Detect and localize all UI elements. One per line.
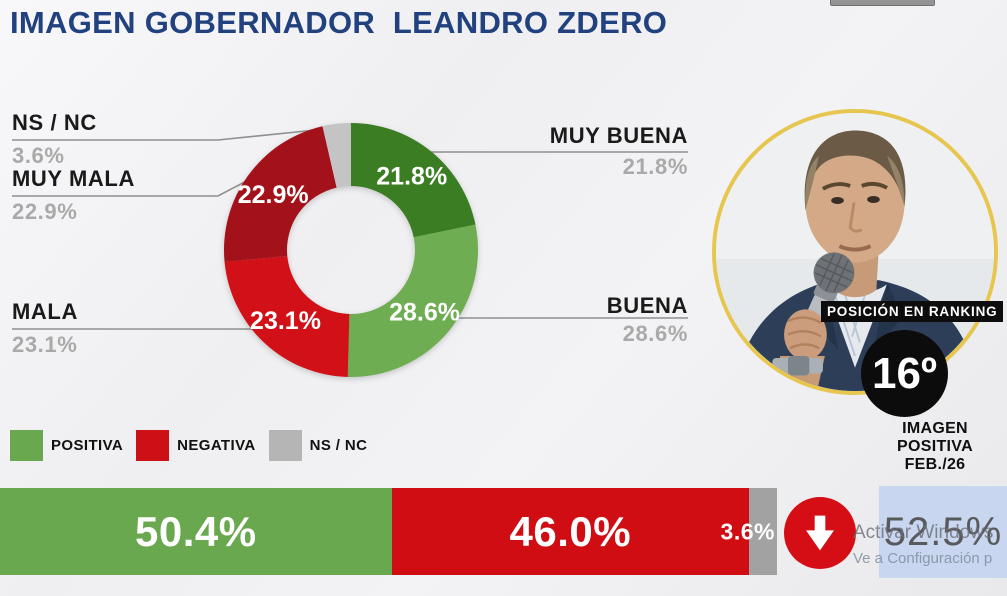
- callout-buena-value: 28.6%: [622, 321, 688, 346]
- callout-muy-buena-label: MUY BUENA: [549, 123, 688, 148]
- legend-label: POSITIVA: [51, 437, 124, 454]
- legend-swatch: [136, 430, 170, 461]
- bar-segment-ns-nc: 3.6%: [721, 488, 777, 575]
- summary-stacked-bar: 50.4% 46.0% 3.6%: [0, 488, 777, 575]
- callout-muy-buena-value: 21.8%: [622, 154, 688, 179]
- callout-ns-nc-label: NS / NC: [12, 110, 97, 135]
- donut-segments: 21.8% 28.6% 23.1% 22.9%: [224, 123, 478, 378]
- donut-segment-mala: [224, 256, 350, 377]
- legend-label: NEGATIVA: [177, 437, 256, 454]
- ranking-caption: POSICIÓN EN RANKING: [821, 301, 1004, 322]
- governor-portrait-illustration: [716, 113, 994, 391]
- legend-item-positiva: POSITIVA: [10, 430, 123, 461]
- positive-image-caption: IMAGEN POSITIVA FEB./26: [897, 420, 973, 474]
- ranking-value: 16º: [871, 348, 937, 398]
- donut-segment-muy-mala: [224, 126, 337, 262]
- callout-mala-value: 23.1%: [12, 332, 78, 357]
- trend-down-badge: [784, 497, 856, 569]
- page-title: IMAGEN GOBERNADOR LEANDRO ZDERO: [10, 5, 668, 40]
- legend-swatch: [10, 430, 43, 461]
- donut-segment-buena: [347, 224, 478, 378]
- donut-segment-value: 22.9%: [238, 181, 309, 209]
- bar-segment-value: 3.6%: [720, 518, 775, 544]
- legend-item-ns-nc: NS / NC: [268, 430, 368, 461]
- bar-segment-value: 50.4%: [135, 507, 257, 555]
- governor-photo: [712, 109, 998, 395]
- legend-label: NS / NC: [309, 437, 368, 454]
- positive-image-value: 52.5%: [883, 509, 1003, 554]
- callout-muy-mala-label: MUY MALA: [12, 166, 135, 191]
- positive-image-box: 52.5%: [879, 486, 1007, 578]
- donut-segment-value: 21.8%: [376, 163, 447, 191]
- callout-muy-mala-value: 22.9%: [12, 199, 78, 224]
- ranking-value-badge: 16º: [861, 330, 948, 417]
- legend: POSITIVA NEGATIVA NS / NC: [10, 430, 380, 461]
- donut-segment-value: 28.6%: [389, 299, 460, 327]
- callout-mala-label: MALA: [12, 299, 78, 324]
- donut-segment-ns-nc: [322, 123, 351, 188]
- bar-segment-negativa: 46.0%: [391, 488, 749, 575]
- callout-ns-nc-value: 3.6%: [12, 143, 65, 168]
- donut-segment-value: 23.1%: [250, 307, 321, 335]
- legend-item-negativa: NEGATIVA: [136, 430, 255, 461]
- window-scrollbar-fragment: [830, 0, 935, 6]
- callout-buena-label: BUENA: [606, 293, 688, 318]
- legend-swatch: [268, 430, 302, 461]
- bar-segment-value: 46.0%: [509, 507, 632, 555]
- donut-segment-muy-buena: [351, 123, 476, 238]
- bar-segment-positiva: 50.4%: [0, 488, 392, 575]
- arrow-down-icon: [806, 515, 834, 551]
